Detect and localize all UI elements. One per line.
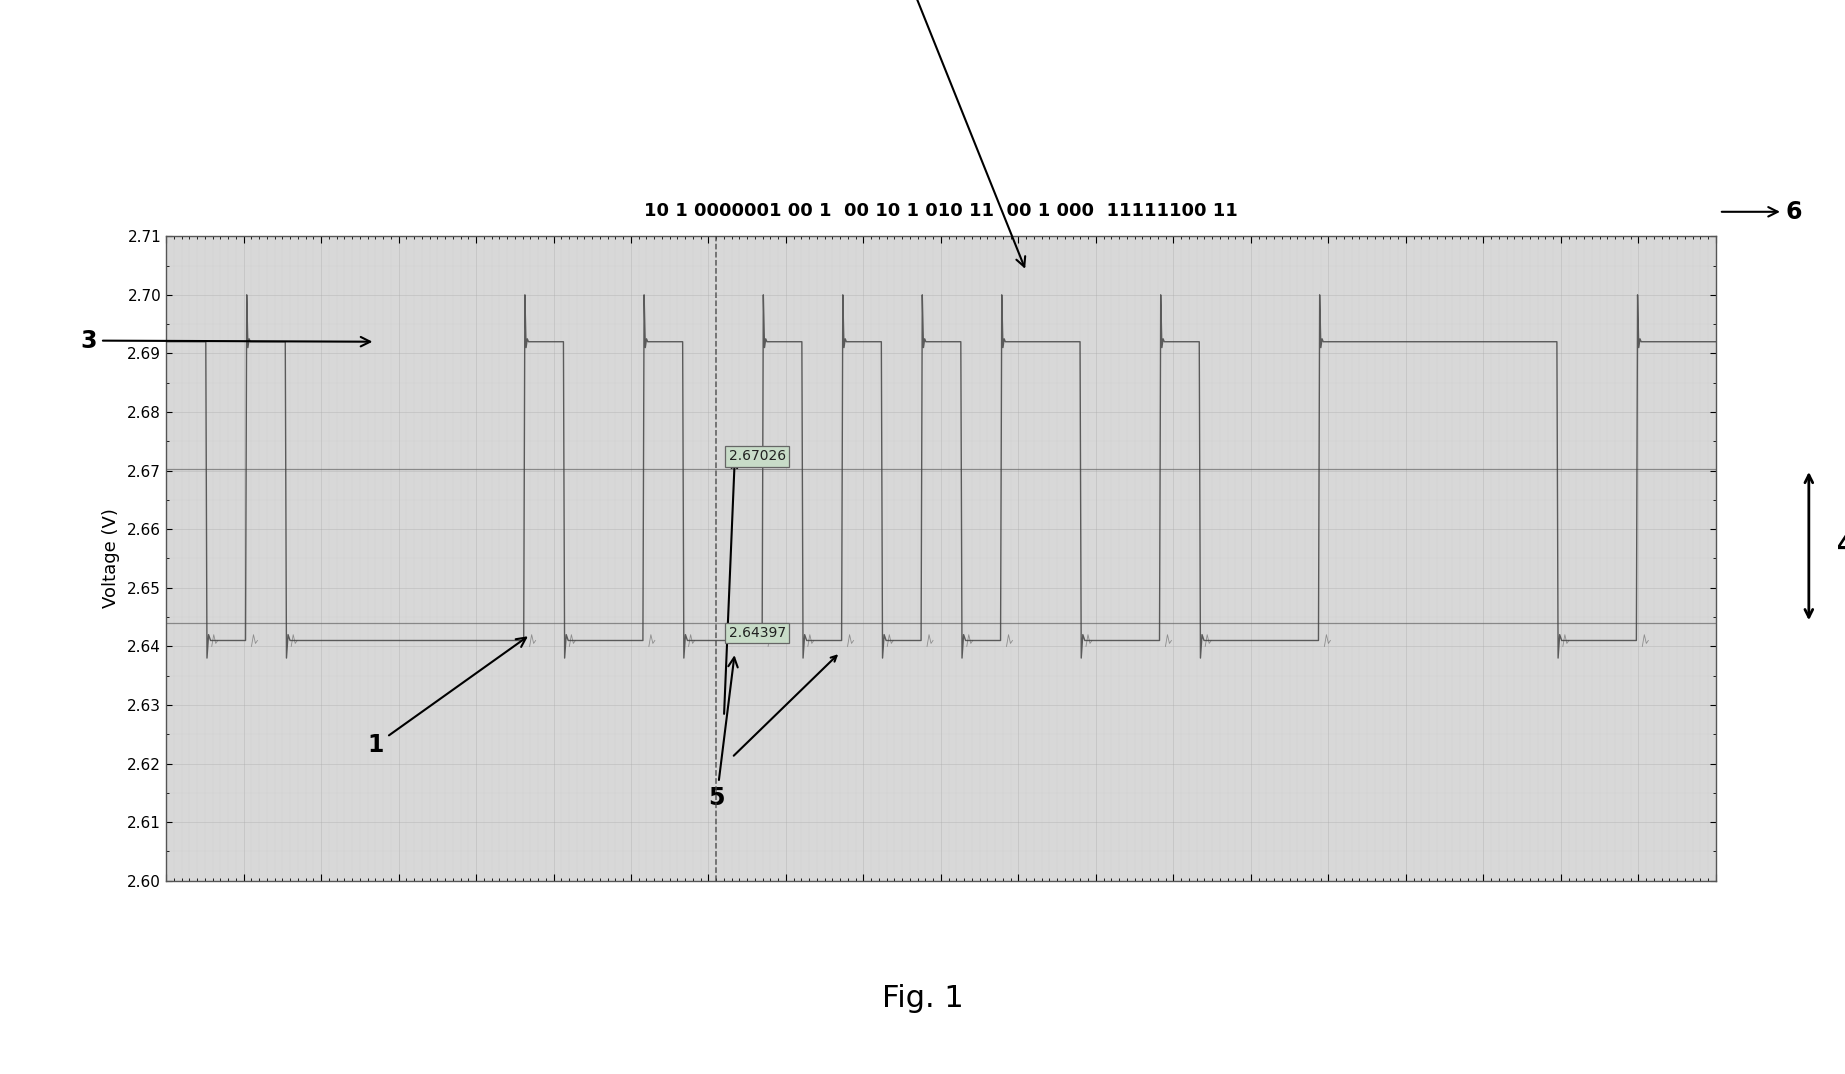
- Text: 10 1 0000001 00 1  00 10 1 010 11  00 1 000  11111100 11: 10 1 0000001 00 1 00 10 1 010 11 00 1 00…: [644, 202, 1238, 220]
- Text: 2.67026: 2.67026: [729, 449, 786, 463]
- Y-axis label: Voltage (V): Voltage (V): [101, 509, 120, 608]
- Text: 2.64397: 2.64397: [729, 626, 786, 640]
- Text: 5: 5: [708, 657, 738, 810]
- Text: 1: 1: [367, 638, 526, 757]
- Text: 2: 2: [878, 0, 1026, 266]
- Text: Fig. 1: Fig. 1: [882, 984, 963, 1014]
- Text: 4: 4: [1838, 534, 1845, 558]
- Text: 3: 3: [81, 329, 371, 352]
- Text: 6: 6: [1721, 200, 1803, 223]
